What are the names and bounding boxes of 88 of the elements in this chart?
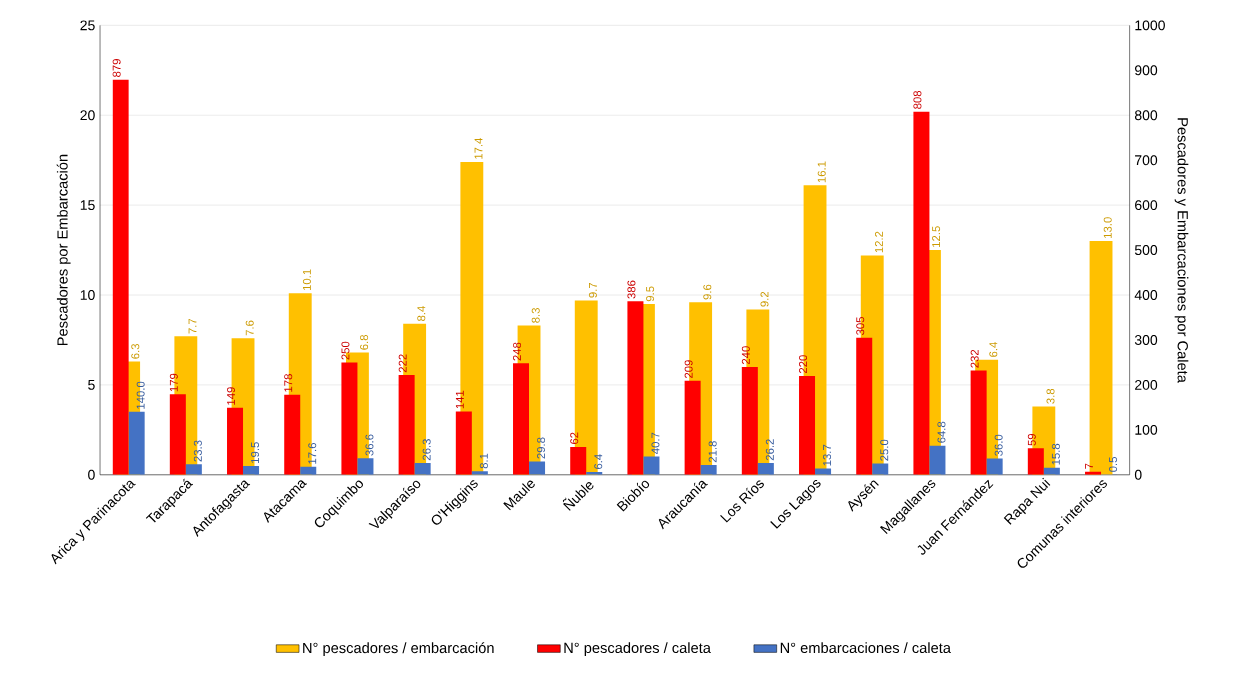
data-label: 808	[913, 91, 922, 110]
data-label: 7.6	[245, 320, 254, 336]
data-label: 6.4	[594, 454, 603, 470]
data-label: 36.0	[994, 434, 1003, 457]
data-label: 8.4	[417, 306, 426, 322]
y2-tick-label: 600	[1135, 200, 1158, 211]
data-label: 386	[627, 280, 636, 299]
data-label: 40.7	[651, 432, 660, 455]
y2-tick-label: 1000	[1135, 20, 1165, 31]
bar	[986, 458, 1003, 476]
data-label: 0.5	[1109, 457, 1118, 473]
y-tick-label: 15	[80, 200, 95, 211]
data-label: 7.7	[188, 319, 197, 334]
data-label: 13.7	[823, 445, 832, 466]
data-label: 209	[684, 360, 693, 379]
y2-tick-label: 800	[1134, 110, 1158, 121]
data-label: 9.6	[703, 284, 712, 300]
data-label: 64.8	[937, 422, 946, 444]
data-label: 178	[284, 374, 293, 392]
y2-tick-label: 300	[1134, 335, 1158, 346]
bar	[757, 463, 774, 476]
data-label: 12.5	[932, 226, 941, 248]
legend-label: N° pescadores / embarcación	[303, 642, 494, 657]
bar	[529, 461, 546, 476]
y2-tick-label: 900	[1135, 65, 1158, 76]
y2-tick-label: 200	[1135, 380, 1158, 391]
data-label: 6.4	[989, 342, 998, 358]
data-label: 222	[398, 354, 407, 373]
data-label: 36.6	[365, 434, 374, 456]
data-label: 240	[741, 346, 750, 365]
data-label: 6.8	[360, 335, 369, 350]
data-label: 29.8	[537, 437, 546, 459]
bar	[570, 447, 587, 476]
y2-axis-title: Pescadores y Embarcaciones por Caleta	[1174, 118, 1189, 384]
data-label: 59	[1027, 434, 1036, 446]
data-label: 141	[455, 391, 464, 409]
y2-tick-label: 500	[1134, 245, 1158, 256]
y2-tick-label: 700	[1135, 155, 1158, 166]
data-label: 149	[227, 387, 236, 405]
data-label: 62	[570, 432, 579, 445]
y2-tick-label: 400	[1134, 290, 1158, 301]
bar	[700, 465, 717, 476]
data-label: 250	[341, 341, 350, 360]
data-label: 140.0	[136, 381, 145, 409]
data-label: 17.6	[308, 443, 317, 464]
data-label: 879	[112, 59, 121, 78]
bar	[414, 463, 431, 476]
data-label: 25.0	[880, 439, 889, 461]
data-label: 3.8	[1046, 389, 1055, 405]
data-label: 9.2	[760, 292, 769, 307]
y2-tick-label: 100	[1135, 425, 1158, 436]
data-label: 7	[1085, 463, 1093, 470]
bar	[185, 464, 202, 476]
data-label: 8.1	[479, 453, 488, 469]
data-label: 8.3	[531, 308, 540, 324]
data-label: 9.7	[588, 283, 597, 298]
data-label: 10.1	[302, 269, 311, 291]
y-axis-title: Pescadores por Embarcación	[56, 155, 71, 346]
data-label: 305	[856, 317, 865, 336]
data-label: 17.4	[474, 138, 483, 160]
y2-tick-label: 0	[1134, 470, 1142, 480]
data-label: 15.8	[1051, 444, 1060, 465]
y-tick-label: 20	[80, 110, 95, 121]
data-label: 23.3	[193, 440, 202, 462]
data-label: 19.5	[251, 442, 260, 464]
bar	[455, 411, 472, 476]
data-label: 179	[169, 373, 178, 392]
y-tick-label: 10	[80, 290, 95, 301]
bar	[929, 445, 946, 476]
data-label: 220	[799, 355, 808, 374]
data-label: 21.8	[708, 441, 717, 463]
data-label: 16.1	[817, 161, 826, 183]
legend-label: N° embarcaciones / caleta	[780, 642, 951, 654]
data-label: 248	[513, 342, 522, 361]
data-label: 232	[970, 350, 979, 368]
bar	[357, 458, 374, 476]
data-label: 26.2	[765, 439, 774, 461]
y-tick-label: 0	[88, 470, 95, 480]
data-label: 12.2	[874, 231, 883, 253]
y-tick-label: 25	[80, 20, 95, 31]
data-label: 26.3	[422, 439, 431, 461]
legend-label: N° pescadores / caleta	[564, 642, 711, 657]
bar	[643, 456, 660, 476]
data-label: 9.5	[646, 286, 655, 302]
data-label: 13.0	[1103, 217, 1112, 239]
y-tick-label: 5	[88, 380, 95, 391]
data-label: 6.3	[131, 344, 140, 359]
bar	[243, 466, 260, 476]
